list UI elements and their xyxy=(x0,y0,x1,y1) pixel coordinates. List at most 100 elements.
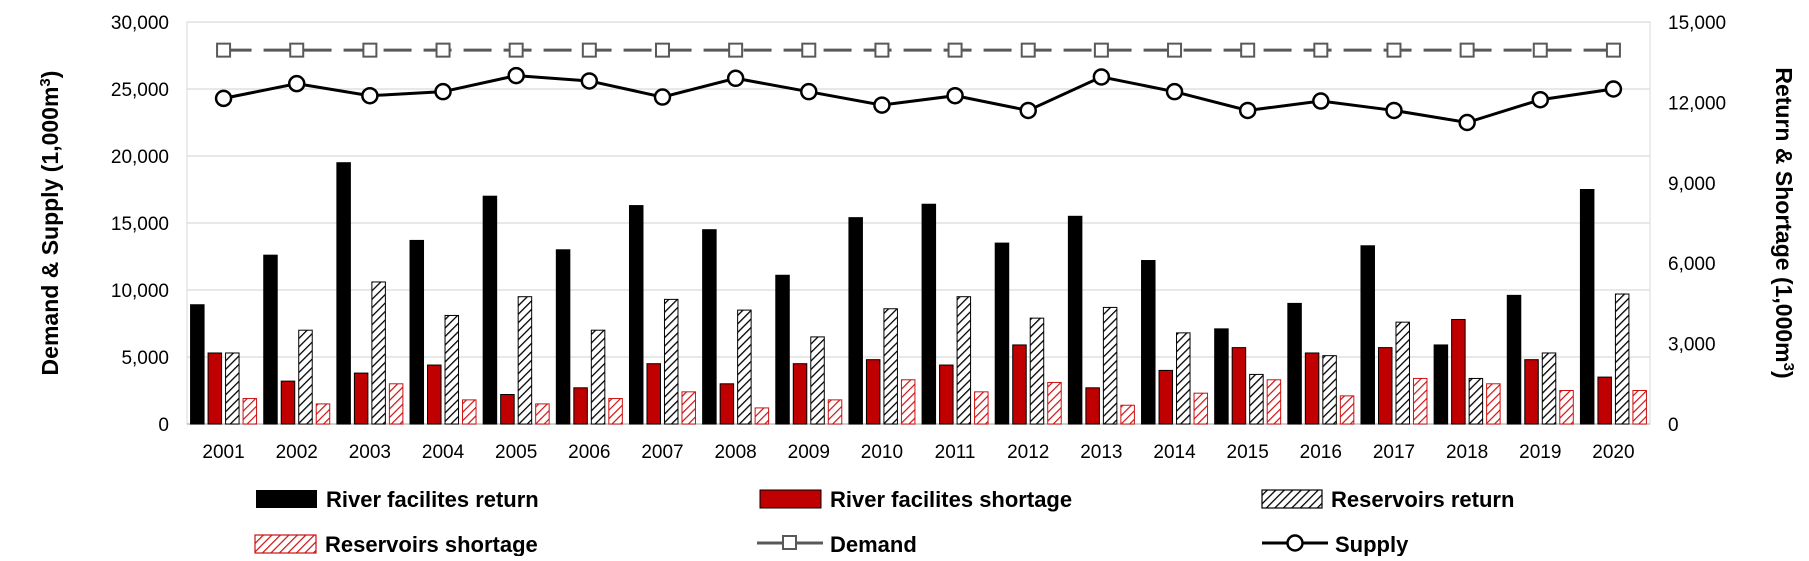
marker-supply xyxy=(800,82,818,101)
marker-supply xyxy=(946,86,964,105)
legend-label-river-return: River facilites return xyxy=(326,487,539,512)
bar-river-facilites-return xyxy=(1360,245,1375,425)
bar-reservoirs-return xyxy=(225,352,240,425)
bar-river-facilites-return xyxy=(628,205,644,425)
right-tick-label: 9,000 xyxy=(1668,174,1716,195)
x-tick-label: 2014 xyxy=(1153,442,1196,463)
bar-reservoirs-shortage xyxy=(1412,377,1428,425)
bar-river-facilites-shortage xyxy=(1524,359,1539,425)
x-tick-label: 2016 xyxy=(1300,442,1342,463)
bar-river-facilites-return xyxy=(921,203,937,425)
marker-supply xyxy=(580,72,599,90)
bar-river-facilites-return xyxy=(994,242,1010,425)
left-axis-ticks: 0 5,000 10,000 15,000 20,000 25,000 30,000 xyxy=(111,13,169,436)
bar-reservoirs-return xyxy=(737,309,752,425)
bar-river-facilites-return xyxy=(702,229,717,425)
bar-river-facilites-return xyxy=(1141,260,1156,425)
bar-reservoirs-return xyxy=(517,296,533,425)
marker-supply xyxy=(1019,101,1037,120)
marker-demand xyxy=(581,42,597,58)
x-tick-label: 2015 xyxy=(1227,442,1269,463)
x-tick-label: 2006 xyxy=(568,442,610,463)
marker-supply xyxy=(726,69,745,88)
bar-reservoirs-return xyxy=(1614,293,1630,425)
bar-reservoirs-shortage xyxy=(900,379,916,425)
bar-reservoirs-return xyxy=(663,298,679,425)
marker-supply xyxy=(873,96,891,114)
x-tick-label: 2005 xyxy=(495,442,537,463)
right-tick-label: 3,000 xyxy=(1668,335,1716,356)
legend-label-reservoirs-return: Reservoirs return xyxy=(1331,487,1514,512)
marker-supply xyxy=(361,86,379,105)
bar-river-facilites-shortage xyxy=(1158,369,1174,425)
bar-reservoirs-shortage xyxy=(535,403,550,425)
x-tick-label: 2010 xyxy=(861,442,903,463)
bar-reservoirs-shortage xyxy=(1486,383,1501,425)
legend-swatch-reservoirs-return xyxy=(1261,489,1323,509)
legend-label-supply: Supply xyxy=(1335,532,1409,556)
marker-demand xyxy=(947,42,963,58)
bar-river-facilites-shortage xyxy=(427,364,442,425)
x-tick-label: 2004 xyxy=(422,442,465,463)
marker-demand xyxy=(1459,42,1475,58)
bar-reservoirs-shortage xyxy=(1047,381,1062,425)
marker-supply xyxy=(1531,90,1550,109)
bar-river-facilites-return xyxy=(555,249,571,425)
x-tick-label: 2008 xyxy=(714,442,756,463)
x-axis-ticks: 2001 2002 2003 2004 2005 2006 2007 2008 2009 2010… xyxy=(202,442,1634,463)
x-tick-label: 2003 xyxy=(349,442,391,463)
right-tick-label: 6,000 xyxy=(1668,254,1716,275)
legend-item-demand: Demand xyxy=(757,532,917,557)
marker-demand xyxy=(435,42,451,58)
bar-river-facilites-return xyxy=(1287,302,1302,425)
bar-river-facilites-shortage xyxy=(1597,376,1612,425)
bar-river-facilites-shortage xyxy=(353,372,369,425)
legend: River facilites return River facilites s… xyxy=(254,487,1514,557)
bar-river-facilites-shortage xyxy=(1304,352,1320,425)
marker-demand xyxy=(1093,42,1109,58)
bar-river-facilites-return xyxy=(848,217,863,425)
marker-demand xyxy=(1240,42,1256,58)
bar-river-facilites-shortage xyxy=(573,387,588,425)
marker-demand xyxy=(1386,42,1402,58)
left-tick-label: 10,000 xyxy=(111,281,169,302)
legend-label-demand: Demand xyxy=(830,532,917,556)
left-tick-label: 5,000 xyxy=(121,348,169,369)
bar-river-facilites-shortage xyxy=(792,363,808,425)
legend-marker-demand xyxy=(782,535,797,550)
left-tick-label: 15,000 xyxy=(111,214,169,235)
marker-demand xyxy=(289,42,305,58)
legend-marker-supply xyxy=(1286,534,1304,552)
bar-reservoirs-return xyxy=(956,296,972,425)
legend-item-river-return: River facilites return xyxy=(256,487,539,512)
bar-river-facilites-return xyxy=(1067,215,1083,425)
right-tick-label: 12,000 xyxy=(1668,93,1726,114)
marker-demand xyxy=(1532,42,1548,58)
bar-river-facilites-return xyxy=(409,239,425,425)
left-tick-label: 30,000 xyxy=(111,13,169,34)
bar-river-facilites-return xyxy=(1506,294,1522,425)
bar-river-facilites-shortage xyxy=(1231,347,1247,425)
x-tick-label: 2018 xyxy=(1446,442,1488,463)
bar-river-facilites-shortage xyxy=(1451,318,1466,425)
left-tick-label: 25,000 xyxy=(111,80,169,101)
bar-river-facilites-shortage xyxy=(1377,347,1393,425)
x-tick-label: 2001 xyxy=(202,442,244,463)
bar-reservoirs-return xyxy=(1249,373,1264,425)
bar-reservoirs-shortage xyxy=(827,399,843,425)
marker-supply xyxy=(1238,101,1257,120)
legend-item-reservoirs-return: Reservoirs return xyxy=(1261,487,1514,512)
bar-river-facilites-shortage xyxy=(207,352,223,425)
marker-supply xyxy=(507,66,525,85)
bar-reservoirs-shortage xyxy=(1266,379,1282,425)
lines xyxy=(214,42,1623,132)
bar-reservoirs-return xyxy=(1102,306,1118,425)
bar-reservoirs-shortage xyxy=(681,391,696,425)
bar-reservoirs-return xyxy=(810,336,825,425)
x-tick-label: 2013 xyxy=(1080,442,1122,463)
marker-demand xyxy=(1020,42,1036,58)
bar-reservoirs-shortage xyxy=(242,398,258,425)
bar-river-facilites-shortage xyxy=(1012,344,1027,425)
bar-reservoirs-return xyxy=(1468,377,1484,425)
